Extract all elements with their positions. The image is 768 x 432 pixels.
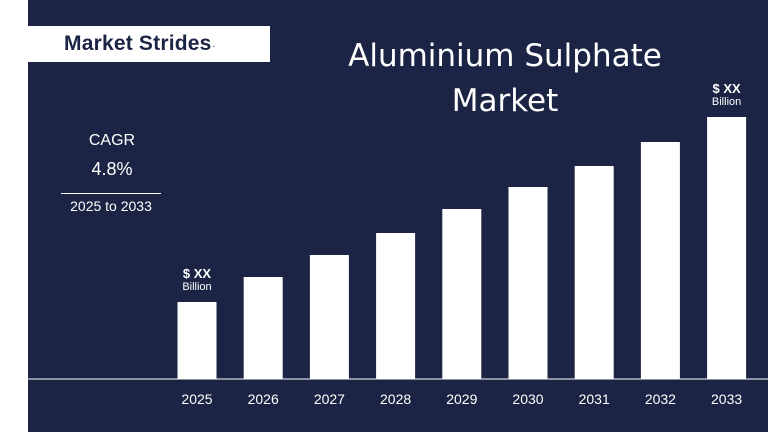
bar-2029 [442,209,482,379]
cagr-value: 4.8% [91,159,133,179]
bar-2028 [376,233,416,379]
chart-title-line-2: Market [451,83,559,119]
annotation-value-label: $ XX [182,266,212,281]
bar-2026 [243,277,283,379]
cagr-label: CAGR [88,132,136,149]
annotation-unit-label: Billion [182,281,212,293]
x-tick-label-2029: 2029 [446,391,477,407]
brand-logo-text: Market Strides [64,32,212,55]
chart-title-line-1: Aluminium Sulphate [348,38,662,74]
x-tick-label-2027: 2027 [314,391,345,407]
cagr-period: 2025 to 2033 [70,198,152,214]
x-tick-label-2031: 2031 [579,391,610,407]
bar-2030 [508,187,548,379]
x-tick-label-2026: 2026 [248,391,279,407]
bar-annotation-2033: $ XX Billion [697,81,757,109]
annotation-value-label: $ XX [712,81,741,96]
bar-annotation-2025: $ XX Billion [167,266,227,294]
bar-2025 [177,302,217,379]
x-tick-label-2030: 2030 [512,391,543,407]
brand-logo-mark: . [212,38,216,50]
annotation-unit-label: Billion [711,96,742,108]
bar-2027 [309,255,349,379]
bar-2031 [574,166,614,379]
x-tick-label-2033: 2033 [711,391,742,407]
x-tick-label-2025: 2025 [181,391,212,407]
x-tick-label-2032: 2032 [645,391,676,407]
brand-logo: Market Strides. [28,26,270,62]
x-tick-label-2028: 2028 [380,391,411,407]
bar-2033 [707,117,747,379]
bar-2032 [640,142,680,379]
cagr-divider [61,193,161,194]
